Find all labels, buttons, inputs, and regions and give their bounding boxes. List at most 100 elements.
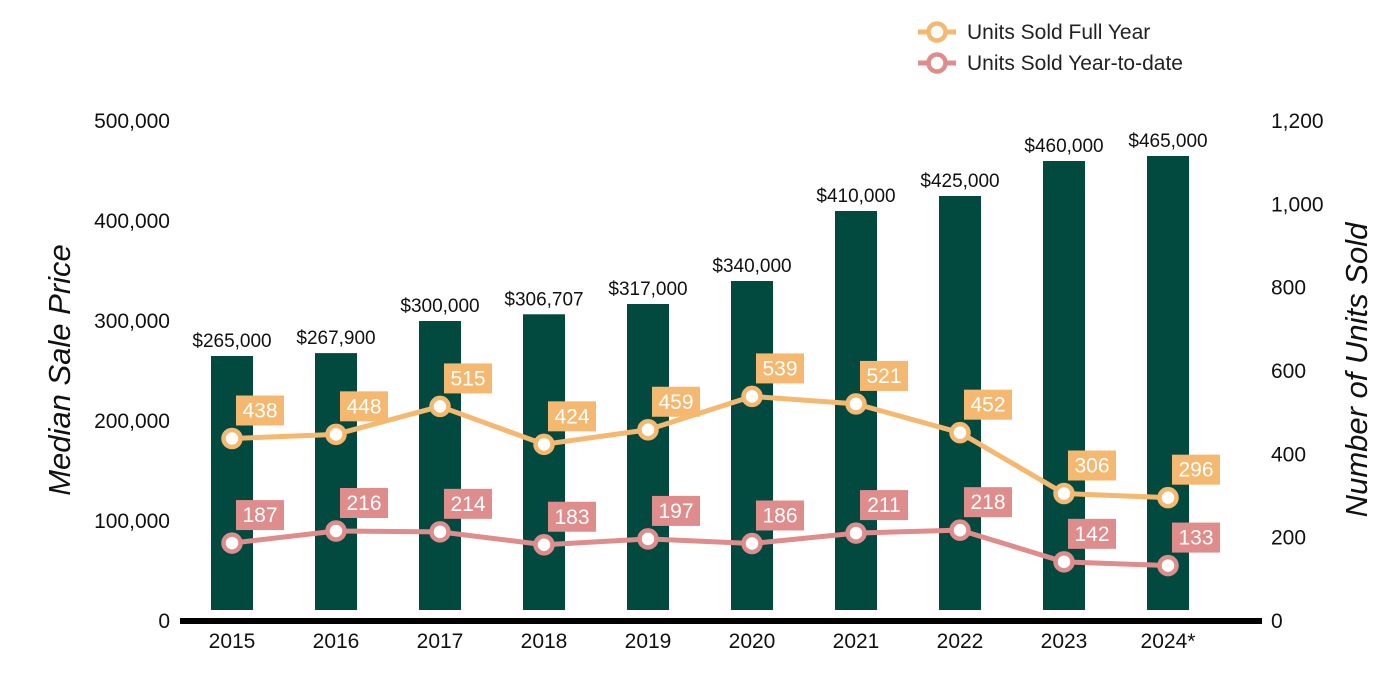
y-axis-ticks: 0 100,000 200,000 300,000 400,000 500,000 (94, 110, 170, 633)
y2-tick-label: 1,000 (1271, 193, 1324, 216)
point-label-box (1172, 454, 1220, 485)
point-value-label: 186 (762, 505, 797, 528)
point-label-box (444, 363, 492, 394)
series-point (949, 421, 971, 444)
point-label-box (548, 501, 596, 532)
x-tick-label: 2016 (313, 630, 360, 653)
y-tick-label: 0 (158, 610, 170, 633)
legend-label: Units Sold Full Year (967, 21, 1150, 44)
series-point (429, 395, 451, 418)
y2-axis-ticks: 0 200 400 600 800 1,000 1,200 (1271, 110, 1324, 633)
point-label-box (860, 360, 908, 391)
point-value-label: 218 (970, 491, 1005, 514)
y-tick-label: 300,000 (94, 310, 170, 333)
point-value-label: 452 (970, 394, 1005, 417)
x-tick-label: 2022 (937, 630, 984, 653)
bar-2019 (627, 304, 669, 610)
point-value-label: 216 (346, 492, 381, 515)
bar-labels: $265,000 $267,900 $300,000 $306,707 $317,000… (192, 131, 1207, 352)
point-label-box (1172, 522, 1220, 553)
point-label-box (444, 488, 492, 519)
point-value-label: 515 (450, 367, 485, 390)
point-value-label: 211 (867, 494, 900, 517)
bar-2018 (523, 314, 565, 610)
point-label-box (652, 386, 700, 417)
y2-tick-label: 1,200 (1271, 110, 1324, 133)
point-value-label: 296 (1178, 459, 1213, 482)
point-label-box (1068, 518, 1116, 549)
x-tick-label: 2023 (1041, 630, 1088, 653)
point-value-label: 459 (658, 391, 693, 414)
y-tick-label: 100,000 (94, 510, 170, 533)
point-value-label: 133 (1178, 527, 1213, 550)
point-value-label: 183 (554, 506, 589, 529)
bar-value-label: $265,000 (192, 331, 271, 352)
legend-swatch-marker (926, 52, 948, 74)
series-point (1157, 486, 1179, 509)
series-point (949, 519, 971, 541)
point-value-label: 142 (1074, 523, 1109, 546)
legend-swatch-marker (926, 21, 948, 43)
bar-value-label: $300,000 (400, 296, 479, 317)
series-point (845, 393, 867, 415)
series-line-year-to-date (231, 527, 1169, 569)
bar-value-label: $306,707 (504, 289, 583, 310)
series-point (845, 522, 867, 544)
series-point (325, 423, 347, 446)
y-tick-label: 400,000 (94, 210, 170, 233)
point-value-label: 539 (762, 357, 797, 380)
series-point (741, 385, 763, 408)
bar-value-label: $465,000 (1128, 131, 1207, 152)
x-tick-label: 2024* (1141, 630, 1196, 653)
series-lines: 438 448 515 424 459 539 521 452 306 296 187 216 214 1… (221, 353, 1220, 577)
y2-tick-label: 200 (1271, 527, 1306, 550)
point-value-label: 438 (242, 400, 277, 423)
bar-2020 (731, 281, 773, 610)
point-value-label: 306 (1074, 455, 1109, 478)
point-label-box (652, 495, 700, 526)
series-point (741, 532, 763, 555)
point-value-label: 197 (658, 500, 693, 523)
point-label-box (236, 500, 284, 531)
series-point (637, 419, 659, 441)
point-label-box (340, 488, 388, 518)
point-value-label: 521 (866, 365, 901, 388)
y2-tick-label: 800 (1271, 277, 1306, 300)
point-value-label: 214 (450, 493, 485, 516)
y-tick-label: 500,000 (94, 110, 170, 133)
bar-value-label: $317,000 (608, 279, 687, 300)
bar-value-label: $460,000 (1024, 136, 1103, 157)
series-point (1053, 551, 1075, 573)
y-axis-title: Median Sale Price (42, 244, 77, 496)
point-label-box (756, 500, 804, 531)
y2-tick-label: 0 (1271, 610, 1283, 633)
x-tick-label: 2018 (521, 630, 568, 653)
legend: Units Sold Full Year Units Sold Year-to-d… (918, 21, 1183, 75)
x-tick-label: 2015 (209, 630, 256, 653)
point-value-label: 424 (554, 405, 589, 428)
point-value-label: 448 (346, 395, 381, 418)
series-point (325, 520, 347, 542)
x-tick-label: 2019 (625, 630, 672, 653)
x-axis-ticks: 2015 2016 2017 2018 2019 2020 2021 2022 2023 2024… (209, 630, 1196, 653)
point-value-label: 187 (242, 504, 277, 527)
series-point (533, 534, 555, 556)
series-point (533, 433, 555, 456)
x-tick-label: 2021 (833, 630, 880, 653)
bar-value-label: $410,000 (816, 186, 895, 207)
y2-axis-title: Number of Units Sold (1339, 221, 1374, 517)
point-label-box (964, 487, 1012, 518)
series-point (221, 427, 243, 450)
bar-value-label: $340,000 (712, 256, 791, 277)
bar-value-label: $267,900 (296, 328, 375, 349)
series-point (429, 521, 451, 543)
point-label-box (340, 391, 388, 422)
bar-2015 (211, 356, 253, 610)
series-point (221, 532, 243, 554)
point-label-box (964, 389, 1012, 420)
bar-value-label: $425,000 (920, 171, 999, 192)
point-label-box (860, 490, 908, 521)
x-tick-label: 2017 (417, 630, 464, 653)
series-point (637, 528, 659, 550)
